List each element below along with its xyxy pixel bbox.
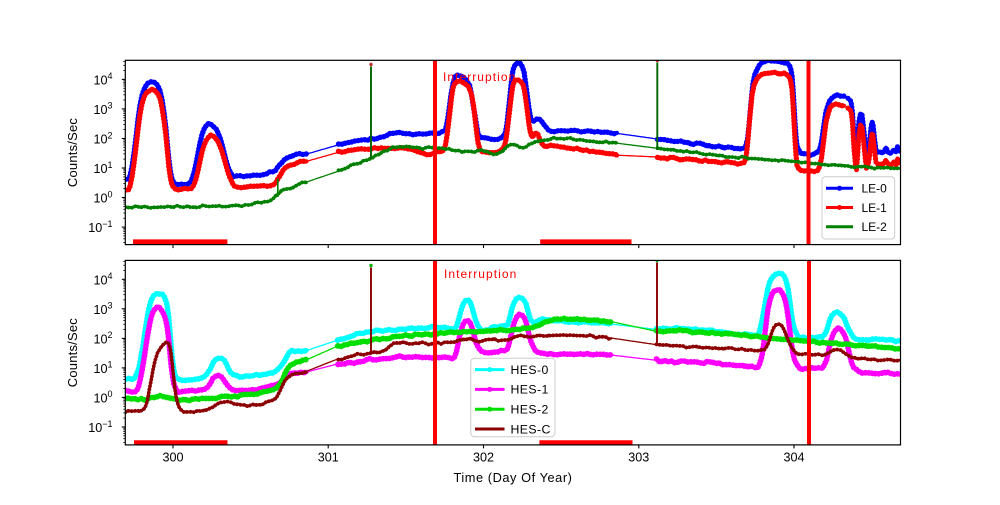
svg-text:HES-C: HES-C	[511, 422, 551, 436]
svg-text:301: 301	[318, 450, 339, 464]
svg-text:304: 304	[783, 450, 804, 464]
svg-text:Counts/Sec: Counts/Sec	[65, 318, 80, 388]
svg-text:LE-0: LE-0	[862, 182, 888, 196]
svg-text:HES-1: HES-1	[511, 383, 549, 397]
svg-text:Time (Day Of Year): Time (Day Of Year)	[454, 470, 573, 485]
svg-text:HES-0: HES-0	[511, 363, 549, 377]
svg-text:303: 303	[628, 450, 649, 464]
svg-text:Counts/Sec: Counts/Sec	[65, 118, 80, 188]
svg-text:LE-2: LE-2	[862, 220, 888, 234]
svg-text:HES-2: HES-2	[511, 403, 549, 417]
svg-text:Interruption: Interruption	[444, 267, 517, 281]
svg-text:302: 302	[473, 450, 494, 464]
svg-text:300: 300	[162, 450, 183, 464]
svg-text:Interruption: Interruption	[443, 70, 516, 84]
svg-text:LE-1: LE-1	[862, 201, 888, 215]
